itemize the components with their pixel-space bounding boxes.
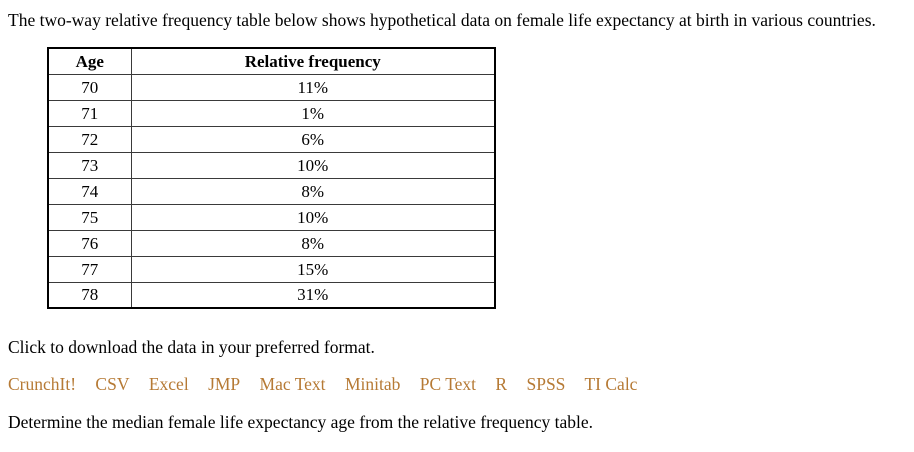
- age-cell: 73: [47, 151, 132, 179]
- age-cell: 76: [47, 229, 132, 257]
- download-links-bar: CrunchIt! CSV Excel JMP Mac Text Minitab…: [8, 374, 914, 395]
- freq-cell: 31%: [130, 281, 496, 309]
- download-link-crunchit[interactable]: CrunchIt!: [8, 374, 77, 394]
- freq-cell: 11%: [130, 73, 496, 101]
- table-row: 74 8%: [47, 177, 496, 205]
- table-row: 76 8%: [47, 229, 496, 257]
- freq-cell: 1%: [130, 99, 496, 127]
- download-link-spss[interactable]: SPSS: [526, 374, 566, 394]
- age-cell: 74: [47, 177, 132, 205]
- intro-text: The two-way relative frequency table bel…: [8, 10, 876, 30]
- table-row: 73 10%: [47, 151, 496, 179]
- freq-cell: 15%: [130, 255, 496, 283]
- age-cell: 75: [47, 203, 132, 231]
- age-column-header: Age: [47, 47, 132, 75]
- freq-cell: 10%: [130, 151, 496, 179]
- download-link-ti-calc[interactable]: TI Calc: [584, 374, 638, 394]
- download-link-mac-text[interactable]: Mac Text: [259, 374, 326, 394]
- question-text: Determine the median female life expecta…: [8, 412, 593, 432]
- freq-cell: 8%: [130, 177, 496, 205]
- age-cell: 71: [47, 99, 132, 127]
- table-row: 75 10%: [47, 203, 496, 231]
- freq-cell: 10%: [130, 203, 496, 231]
- download-link-pc-text[interactable]: PC Text: [419, 374, 477, 394]
- table-row: 71 1%: [47, 99, 496, 127]
- table-row: 77 15%: [47, 255, 496, 283]
- age-cell: 78: [47, 281, 132, 309]
- table-row: 70 11%: [47, 73, 496, 101]
- download-prompt-text: Click to download the data in your prefe…: [8, 337, 375, 357]
- table-row: 72 6%: [47, 125, 496, 153]
- age-cell: 77: [47, 255, 132, 283]
- age-cell: 70: [47, 73, 132, 101]
- freq-cell: 8%: [130, 229, 496, 257]
- download-link-minitab[interactable]: Minitab: [344, 374, 401, 394]
- table-header-row: Age Relative frequency: [47, 47, 496, 75]
- age-cell: 72: [47, 125, 132, 153]
- download-link-csv[interactable]: CSV: [95, 374, 130, 394]
- relative-frequency-table: Age Relative frequency 70 11% 71 1% 72 6…: [47, 47, 496, 309]
- freq-cell: 6%: [130, 125, 496, 153]
- download-link-jmp[interactable]: JMP: [208, 374, 241, 394]
- relative-frequency-column-header: Relative frequency: [130, 47, 496, 75]
- question-page: The two-way relative frequency table bel…: [8, 10, 914, 432]
- download-link-r[interactable]: R: [495, 374, 508, 394]
- table-row: 78 31%: [47, 281, 496, 309]
- download-link-excel[interactable]: Excel: [148, 374, 189, 394]
